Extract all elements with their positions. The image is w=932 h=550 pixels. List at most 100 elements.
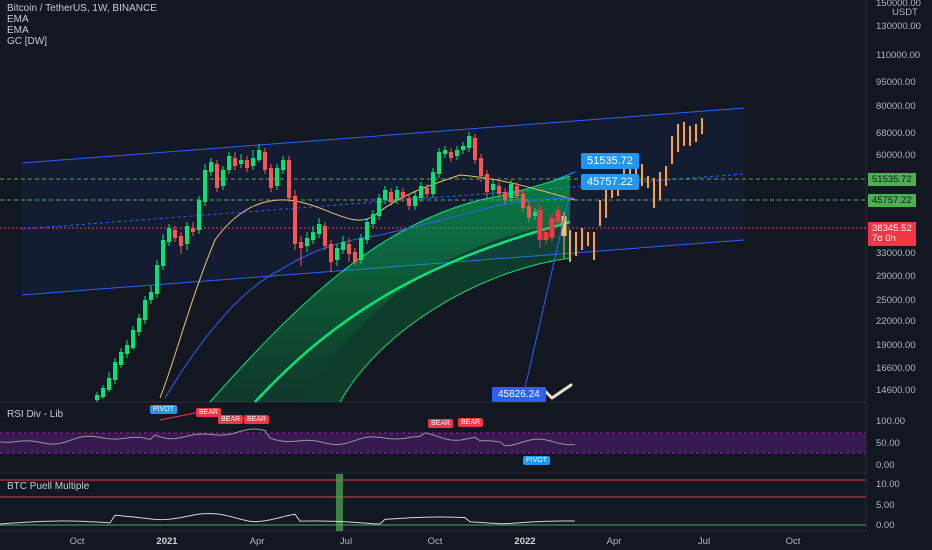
candle-body bbox=[543, 232, 549, 240]
candle-body bbox=[203, 170, 207, 202]
candle-body bbox=[383, 190, 387, 200]
candle-body bbox=[401, 192, 405, 198]
bear-badge: BEAR bbox=[196, 408, 222, 417]
channel-mid-line[interactable] bbox=[21, 173, 745, 230]
candle-body bbox=[431, 172, 435, 194]
candle-body bbox=[227, 156, 231, 170]
gc-lower-band bbox=[339, 257, 571, 403]
time-label: Oct bbox=[785, 536, 801, 547]
rsi-pane-title[interactable]: RSI Div - Lib bbox=[7, 409, 64, 420]
candle-body bbox=[239, 160, 243, 164]
price-label: 16600.00 bbox=[876, 363, 916, 374]
level-tag-45757: 45757.22 bbox=[868, 194, 916, 207]
candle-body bbox=[107, 378, 111, 390]
candle-body bbox=[95, 395, 99, 400]
gc-cloud-upper bbox=[210, 176, 570, 402]
candle-body bbox=[341, 242, 345, 250]
candle-body bbox=[131, 330, 135, 348]
candle-body bbox=[197, 200, 201, 230]
candle-body bbox=[503, 192, 507, 200]
candle-body bbox=[389, 192, 393, 202]
candle-body bbox=[365, 222, 369, 240]
candle-body bbox=[173, 230, 177, 238]
candle-body bbox=[209, 162, 213, 172]
callout-45757[interactable]: 45757.22 bbox=[581, 174, 639, 190]
price-label: 110000.00 bbox=[876, 50, 921, 61]
measure-line[interactable] bbox=[524, 200, 569, 389]
bear-badge: BEAR bbox=[244, 415, 270, 424]
candle-body bbox=[413, 196, 417, 206]
bear-badge: BEAR bbox=[218, 415, 244, 424]
time-label: Oct bbox=[69, 536, 85, 547]
indicator-ema-2[interactable]: EMA bbox=[7, 25, 29, 36]
puell-line[interactable] bbox=[0, 512, 576, 525]
puell-pane-title[interactable]: BTC Puell Multiple bbox=[7, 481, 90, 492]
candle-body bbox=[527, 206, 531, 218]
candle-body bbox=[215, 164, 219, 188]
gc-cloud-lower bbox=[300, 222, 570, 402]
candle-body bbox=[311, 232, 315, 240]
puell-label: 0.00 bbox=[876, 520, 895, 531]
time-label: Jul bbox=[697, 536, 711, 547]
candle-body bbox=[509, 184, 513, 198]
candle-body bbox=[113, 362, 117, 380]
price-label: 150000.00 bbox=[876, 0, 921, 9]
candle-series[interactable] bbox=[95, 132, 567, 402]
candle-body bbox=[119, 352, 123, 365]
candle-body bbox=[395, 190, 399, 200]
candle-body bbox=[287, 160, 291, 198]
candle-body bbox=[371, 214, 375, 224]
callout-45826[interactable]: 45826.24 bbox=[492, 387, 546, 402]
candle-body bbox=[335, 248, 339, 260]
candle-body bbox=[437, 152, 441, 174]
candle-body bbox=[143, 300, 147, 320]
ema-fast-line bbox=[159, 174, 576, 399]
rsi-line[interactable] bbox=[0, 428, 576, 447]
callout-connector bbox=[554, 171, 576, 181]
rsi-label: 0.00 bbox=[876, 460, 895, 471]
candle-body bbox=[561, 216, 567, 236]
candle-body bbox=[155, 265, 159, 294]
candle-body bbox=[293, 196, 297, 244]
price-label: 130000.00 bbox=[876, 21, 921, 32]
candle-body bbox=[461, 146, 465, 150]
price-label: 19000.00 bbox=[876, 340, 916, 351]
candle-body bbox=[281, 160, 285, 170]
indicator-gc[interactable]: GC [DW] bbox=[7, 36, 47, 47]
candle-body bbox=[467, 136, 471, 148]
candle-body bbox=[555, 210, 561, 222]
bear-badge: BEAR bbox=[458, 418, 484, 427]
last-price-value: 38345.52 bbox=[872, 223, 912, 234]
candle-body bbox=[251, 158, 255, 166]
callout-51535[interactable]: 51535.72 bbox=[581, 153, 639, 169]
candle-body bbox=[533, 212, 537, 216]
time-label: Apr bbox=[606, 536, 622, 547]
time-label: 2021 bbox=[156, 536, 178, 547]
candle-body bbox=[347, 244, 351, 254]
symbol-title[interactable]: Bitcoin / TetherUS, 1W, BINANCE bbox=[7, 3, 157, 14]
gc-midline bbox=[254, 220, 571, 403]
bear-badge: BEAR bbox=[428, 419, 454, 428]
candle-body bbox=[101, 388, 105, 397]
channel-upper-line[interactable] bbox=[21, 107, 745, 164]
puell-label: 5.00 bbox=[876, 500, 895, 511]
gc-upper-band bbox=[209, 175, 571, 403]
indicator-ema-1[interactable]: EMA bbox=[7, 14, 29, 25]
price-label: 29000.00 bbox=[876, 271, 916, 282]
candle-body bbox=[425, 188, 429, 194]
candle-body bbox=[549, 218, 555, 238]
candle-body bbox=[485, 174, 489, 192]
chart-legend: Bitcoin / TetherUS, 1W, BINANCE EMA EMA … bbox=[7, 3, 157, 47]
candle-body bbox=[149, 292, 153, 300]
candle-body bbox=[359, 238, 363, 260]
check-icon bbox=[543, 383, 573, 400]
candle-body bbox=[491, 184, 495, 190]
candle-body bbox=[167, 228, 171, 242]
price-label: 25000.00 bbox=[876, 295, 916, 306]
price-label: 33000.00 bbox=[876, 248, 916, 259]
candle-body bbox=[449, 152, 453, 158]
time-label: 2022 bbox=[514, 536, 536, 547]
rsi-band-fill bbox=[0, 433, 866, 453]
candle-body bbox=[473, 138, 477, 160]
